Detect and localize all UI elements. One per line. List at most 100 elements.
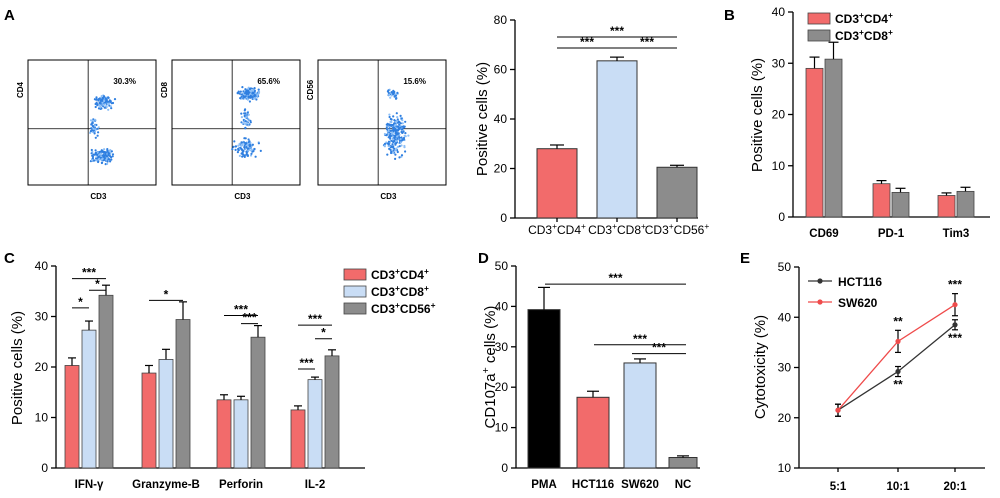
y-tick-label: 20 <box>495 380 509 394</box>
flow-events <box>382 88 410 160</box>
bar-CD3CD4 <box>216 399 232 469</box>
flow-y-label: CD56 <box>306 79 315 100</box>
legend-label: CD3+CD8+ <box>371 283 429 299</box>
significance-label: *** <box>82 266 96 280</box>
legend-label: CD3+CD56+ <box>371 300 436 316</box>
significance-label: *** <box>633 332 647 346</box>
x-tick-label: Tim3 <box>943 228 970 240</box>
y-tick-label: 0 <box>41 461 48 475</box>
significance-label: *** <box>652 341 666 355</box>
y-tick-label: 30 <box>35 310 49 324</box>
flow-plot-frame <box>171 59 301 186</box>
x-tick-label: 20:1 <box>943 481 967 493</box>
panel-letter-b: B <box>724 7 735 24</box>
x-tick-label: 5:1 <box>830 481 847 493</box>
significance-label: *** <box>299 356 313 370</box>
panel-d-bar-chart: D 0 10 20 30 40 50 CD107a+ cells (%) PMA HCT116 SW… <box>478 250 700 491</box>
bar-CD3CD8 <box>891 191 910 218</box>
significance-label: * <box>164 287 169 301</box>
flow-plot-2: 65.6% CD3 CD8 <box>160 59 301 201</box>
flow-plot-frame <box>317 59 447 186</box>
bar <box>656 166 698 219</box>
bar <box>596 60 638 219</box>
y-tick-label: 30 <box>772 56 786 70</box>
legend-swatch <box>343 302 367 315</box>
x-tick-label: Granzyme-B <box>132 479 200 491</box>
x-tick-label: PMA <box>531 479 557 491</box>
panel-c-bar-chart: C 0 10 20 30 40 Positive cells (%) IFN-γ Granzym… <box>4 250 436 491</box>
y-tick-label: 0 <box>500 211 507 225</box>
significance-label: *** <box>640 35 654 49</box>
legend-swatch <box>807 12 831 25</box>
y-tick-label: 40 <box>778 310 792 324</box>
bar <box>536 148 578 219</box>
bar-CD3CD8 <box>824 58 843 218</box>
panel-a-flow-plots: A 30.3% CD3 CD4 65.6% CD3 CD8 15.6% CD3 CD56 <box>4 7 447 201</box>
x-tick-label: CD3+CD56+ <box>645 221 710 237</box>
data-point <box>895 338 901 344</box>
y-tick-label: 50 <box>495 259 509 273</box>
y-tick-label: 20 <box>494 162 508 176</box>
x-tick-label: 10:1 <box>886 481 910 493</box>
x-tick-label: Perforin <box>219 479 263 491</box>
bar-CD3CD4 <box>141 372 157 469</box>
flow-y-label: CD4 <box>16 81 25 98</box>
y-axis-title: Positive cells (%) <box>749 58 766 172</box>
bar-CD3CD4 <box>937 195 956 218</box>
legend-label: CD3+CD4+ <box>835 10 893 26</box>
y-tick-label: 40 <box>494 112 508 126</box>
y-tick-label: 40 <box>772 5 786 19</box>
flow-plot-3: 15.6% CD3 CD56 <box>306 59 447 201</box>
panel-letter-d: D <box>478 250 489 267</box>
y-tick-label: 10 <box>772 159 786 173</box>
x-tick-label: HCT116 <box>572 479 614 491</box>
significance-label: *** <box>948 331 962 345</box>
data-point <box>952 302 958 308</box>
significance-label: *** <box>234 302 248 316</box>
data-point <box>895 368 901 375</box>
flow-events <box>89 94 117 166</box>
flow-events <box>231 86 262 158</box>
flow-plot-1: 30.3% CD3 CD4 <box>16 59 157 201</box>
legend-label: HCT116 <box>838 275 882 289</box>
x-tick-label: CD69 <box>809 228 838 240</box>
flow-x-label: CD3 <box>90 192 107 201</box>
significance-label: *** <box>608 271 622 285</box>
series-sw620: *****SW620 <box>808 278 962 417</box>
significance-label: *** <box>242 311 256 325</box>
y-tick-label: 10 <box>35 411 49 425</box>
y-axis-title: Positive cells (%) <box>9 311 26 425</box>
x-tick-label: NC <box>675 479 692 491</box>
flow-x-label: CD3 <box>234 192 251 201</box>
quadrant-percent: 30.3% <box>113 77 136 86</box>
bar-CD3CD4 <box>872 183 891 218</box>
bar-CD3CD4 <box>64 365 80 469</box>
bar-CD3CD8 <box>233 399 249 469</box>
bar-CD3CD4 <box>805 67 824 218</box>
significance-label: * <box>321 326 326 340</box>
data-point <box>835 407 841 413</box>
y-tick-label: 10 <box>495 421 509 435</box>
y-tick-label: 10 <box>778 461 792 475</box>
significance-label: * <box>78 295 83 309</box>
bar <box>623 362 657 469</box>
y-tick-label: 0 <box>501 461 508 475</box>
panel-b-bar-chart: B 0 10 20 30 40 Positive cells (%) CD69 PD-1 Tim3… <box>724 5 990 240</box>
significance-label: ** <box>893 314 903 328</box>
y-tick-label: 30 <box>495 340 509 354</box>
series-line <box>837 324 956 411</box>
legend-marker <box>817 299 823 305</box>
y-tick-label: 0 <box>778 210 785 224</box>
series-hct116: *****HCT116 <box>808 275 962 417</box>
data-point <box>952 322 958 328</box>
quadrant-percent: 65.6% <box>257 77 280 86</box>
x-tick-label: PD-1 <box>878 228 905 240</box>
significance-label: *** <box>948 278 962 292</box>
bar <box>668 456 698 469</box>
y-tick-label: 20 <box>772 108 786 122</box>
y-axis-title: Positive cells (%) <box>474 62 491 176</box>
flow-x-label: CD3 <box>380 192 397 201</box>
legend-label: CD3+CD8+ <box>835 27 893 43</box>
quadrant-percent: 15.6% <box>403 77 426 86</box>
